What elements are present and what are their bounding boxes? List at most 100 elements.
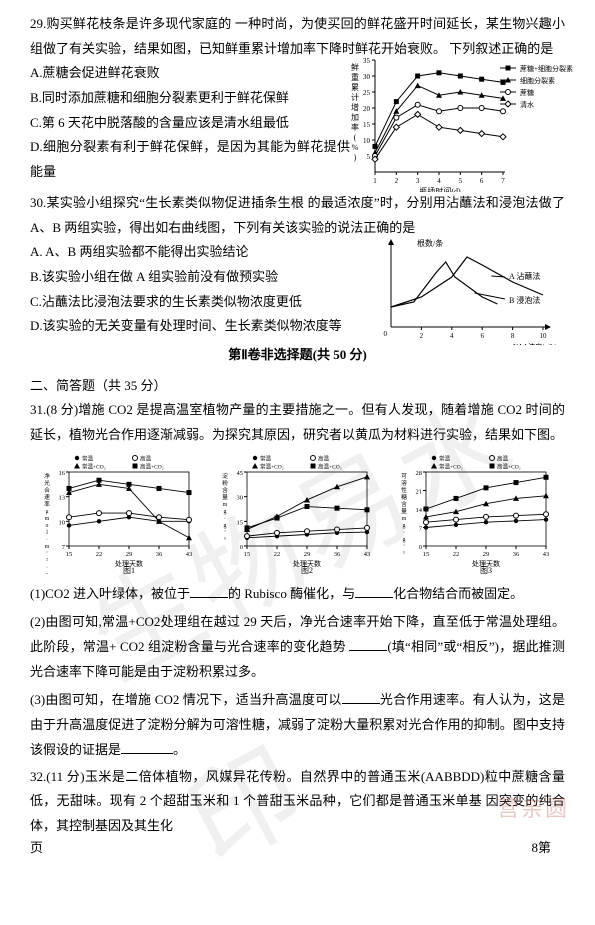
q31-p3: (3)由图可知，在增施 CO2 情况下，适当升高温度可以光合作用速率。有人认为，… [30, 688, 565, 762]
svg-text:g: g [402, 523, 405, 529]
svg-text:NAA浓度(g/L): NAA浓度(g/L) [513, 342, 557, 345]
svg-text:15: 15 [363, 121, 371, 129]
svg-text:率: 率 [351, 122, 359, 132]
svg-text:4: 4 [450, 332, 454, 340]
svg-text:4: 4 [437, 177, 441, 185]
svg-text:图3: 图3 [480, 566, 492, 574]
svg-text:·: · [46, 565, 48, 571]
svg-text:0: 0 [384, 330, 388, 338]
svg-text:16: 16 [59, 470, 66, 477]
svg-text:43: 43 [364, 551, 371, 558]
q29-opt-a: A.蔗糖会促进鲜花衰败 [30, 61, 350, 86]
svg-text:l: l [46, 530, 48, 536]
svg-text:常温: 常温 [82, 454, 94, 462]
svg-text:高温: 高温 [318, 454, 330, 462]
svg-text:m: m [223, 502, 228, 508]
svg-text:¹: ¹ [403, 551, 405, 557]
q30-opt-b: B.该实验小组在做 A 组实验前没有做预实验 [30, 265, 350, 290]
svg-text:45: 45 [237, 470, 244, 477]
svg-text:0: 0 [240, 544, 243, 551]
svg-text:性: 性 [401, 486, 407, 494]
svg-text:蔗糖+细胞分裂素: 蔗糖+细胞分裂素 [520, 64, 573, 73]
svg-text:常温+CO₂: 常温+CO₂ [260, 462, 284, 470]
svg-text:⁻: ⁻ [402, 544, 405, 550]
svg-text:%: % [352, 143, 359, 152]
svg-text:0: 0 [419, 544, 422, 551]
svg-text:清水: 清水 [520, 100, 534, 109]
q29-opt-c: C.第 6 天花中脱落酸的含量应该是清水组最低 [30, 111, 350, 136]
svg-text:图1: 图1 [123, 566, 135, 574]
svg-text:21: 21 [415, 488, 422, 495]
svg-text:29: 29 [126, 551, 133, 558]
svg-text:8: 8 [511, 332, 515, 340]
svg-text:细胞分裂素: 细胞分裂素 [520, 76, 555, 85]
svg-text:30: 30 [363, 73, 371, 81]
svg-text:29: 29 [304, 551, 311, 558]
section2-title: 第Ⅱ卷非选择题(共 50 分) [30, 343, 565, 368]
svg-text:15: 15 [423, 551, 430, 558]
svg-text:高温+CO₂: 高温+CO₂ [497, 462, 521, 470]
svg-text:7: 7 [62, 544, 66, 551]
q30-opt-c: C.沾蘸法比浸泡法要求的生长素类似物浓度更低 [30, 290, 350, 315]
svg-text:5: 5 [459, 177, 463, 185]
svg-text:7: 7 [501, 177, 505, 185]
svg-text:常温: 常温 [439, 454, 451, 462]
q32-stem: 32.(11 分)玉米是二倍体植物，风媒异花传粉。自然界中的普通玉米(AABBD… [30, 765, 565, 839]
svg-text:3: 3 [416, 177, 420, 185]
svg-text:含: 含 [401, 500, 407, 508]
footer-left: 页 [30, 836, 43, 861]
svg-text:粉: 粉 [223, 479, 229, 487]
svg-text:g: g [224, 523, 227, 529]
svg-text:累: 累 [351, 83, 359, 92]
svg-text:淀: 淀 [223, 472, 229, 480]
svg-text:含: 含 [223, 486, 229, 494]
svg-text:⁻: ⁻ [224, 530, 227, 536]
q30-opt-a: A. A、B 两组实验都不能得出实验结论 [30, 240, 350, 265]
svg-text:20: 20 [363, 105, 371, 113]
svg-text:15: 15 [66, 551, 73, 558]
svg-text:·: · [403, 530, 405, 536]
svg-text:可: 可 [401, 473, 407, 480]
footer-right: 8第 [531, 836, 551, 861]
q31-p1: (1)CO2 进入叶绿体，被位于的 Rubisco 酶催化，与化合物结合而被固定… [30, 582, 565, 607]
svg-text:36: 36 [156, 551, 163, 558]
svg-text:m: m [45, 544, 50, 550]
svg-text:o: o [46, 523, 49, 529]
svg-text:6: 6 [480, 332, 484, 340]
q30-chart: 0246810根数/条NAA浓度(g/L)A 沾蘸法B 浸泡法 [375, 235, 565, 345]
svg-text:合: 合 [44, 486, 50, 494]
svg-text:14: 14 [415, 507, 422, 514]
svg-text:常温+CO₂: 常温+CO₂ [439, 462, 463, 470]
svg-text:净: 净 [44, 472, 50, 480]
svg-text:²: ² [46, 558, 48, 564]
q31-tri-charts: 71013161522293643常温高温常温+CO₂高温+CO₂处理天数净光合… [30, 452, 565, 574]
svg-text:35: 35 [363, 57, 371, 65]
svg-text:30: 30 [237, 494, 244, 501]
svg-text:糖: 糖 [401, 493, 407, 501]
svg-text:常温+CO₂: 常温+CO₂ [82, 462, 106, 470]
svg-text:·: · [225, 516, 227, 522]
q29-opt-d: D.细胞分裂素有利于鲜花保鲜，是因为其能为鲜花提供能量 [30, 135, 350, 184]
svg-text:28: 28 [415, 470, 422, 477]
svg-text:率: 率 [44, 500, 50, 508]
svg-text:(: ( [354, 133, 357, 142]
svg-text:13: 13 [59, 494, 66, 501]
svg-text:22: 22 [96, 551, 103, 558]
svg-text:重: 重 [351, 72, 359, 82]
svg-text:43: 43 [186, 551, 193, 558]
svg-text:6: 6 [480, 177, 484, 185]
svg-text:2: 2 [420, 332, 424, 340]
svg-text:2: 2 [395, 177, 399, 185]
svg-text:7: 7 [419, 525, 423, 532]
svg-text:高温+CO₂: 高温+CO₂ [318, 462, 342, 470]
section2-sub: 二、简答题（共 35 分） [30, 374, 565, 399]
svg-text:22: 22 [274, 551, 281, 558]
svg-text:量: 量 [223, 494, 229, 501]
svg-text:蔗糖: 蔗糖 [520, 88, 534, 97]
svg-text:溶: 溶 [401, 479, 407, 487]
svg-text:10: 10 [59, 519, 66, 526]
svg-text:43: 43 [543, 551, 550, 558]
svg-text:加: 加 [351, 112, 359, 122]
svg-text:量: 量 [401, 508, 407, 515]
brand-watermark: 营亲圆 [497, 788, 569, 830]
